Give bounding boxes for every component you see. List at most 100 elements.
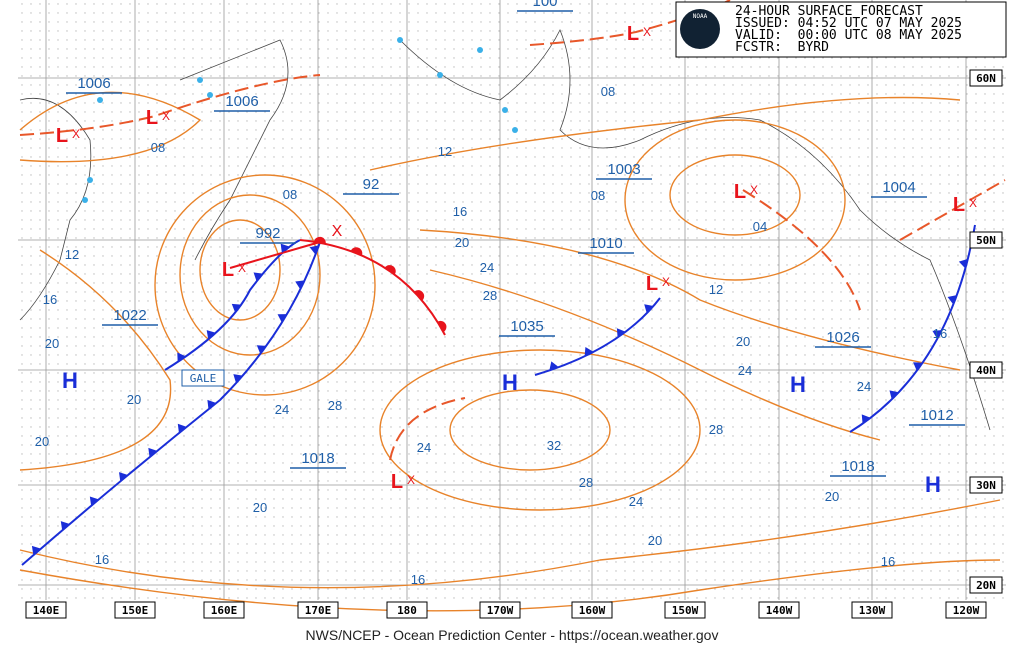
low-center: L xyxy=(734,181,746,203)
cold-front-triangle xyxy=(233,374,243,384)
axis-label-box xyxy=(479,601,521,619)
warm-front-semicircle xyxy=(350,247,363,256)
low-cross: X xyxy=(407,473,415,487)
isobar-label: 20 xyxy=(45,336,59,351)
isobar-label: 08 xyxy=(283,187,297,202)
pressure-label: 1022 xyxy=(113,307,146,324)
pressure-label: 1018 xyxy=(301,450,334,467)
low-center: L xyxy=(391,471,403,493)
isobar-label: 12 xyxy=(709,282,723,297)
fronts xyxy=(19,0,1006,566)
longitude-label: 150E xyxy=(122,604,149,617)
cold-front-triangle xyxy=(309,245,319,255)
high-center: H xyxy=(502,370,518,395)
longitude-label: 140W xyxy=(766,604,793,617)
isobar-label: 24 xyxy=(629,494,643,509)
cold-front-triangle xyxy=(947,295,957,305)
pressure-label: 1010 xyxy=(589,235,622,252)
axis-label-box xyxy=(25,601,67,619)
isobar-label: 20 xyxy=(648,533,662,548)
isobar-label: 20 xyxy=(736,334,750,349)
isobar-label: 16 xyxy=(43,292,57,307)
low-cross: X xyxy=(72,127,80,141)
longitude-label: 150W xyxy=(672,604,699,617)
grid xyxy=(18,0,1006,600)
header-line: VALID: 00:00 UTC 08 MAY 2025 xyxy=(735,28,962,43)
cold-front-triangle xyxy=(148,447,158,458)
cold-front-triangle xyxy=(277,314,287,323)
cold-front-triangle xyxy=(549,361,559,371)
low-center: L xyxy=(146,107,158,129)
header-box: NOAA 24-HOUR SURFACE FORECAST ISSUED: 04… xyxy=(675,1,1007,58)
longitude-label: 120W xyxy=(953,604,980,617)
low-cross: X xyxy=(238,261,246,275)
isobar-label: 24 xyxy=(480,260,494,275)
isobar-label: 08 xyxy=(151,140,165,155)
high-center: H xyxy=(790,372,806,397)
isobar-label: 28 xyxy=(579,475,593,490)
cold-front-triangle xyxy=(295,280,305,290)
axis-label-box xyxy=(969,361,1003,379)
isobar-label: 20 xyxy=(253,500,267,515)
ice-edge xyxy=(82,37,518,203)
longitude-label: 170W xyxy=(487,604,514,617)
latitude-label: 40N xyxy=(976,364,996,377)
isobar-label: 24 xyxy=(738,363,752,378)
pressure-label: 1006 xyxy=(77,75,110,92)
isobar-label: 28 xyxy=(328,398,342,413)
axis-label-box xyxy=(386,601,428,619)
pressure-label: 92 xyxy=(363,176,380,193)
low-center: L xyxy=(646,273,658,295)
longitude-label: 130W xyxy=(859,604,886,617)
axis-label-box xyxy=(203,601,245,619)
cold-front-triangle xyxy=(644,304,654,314)
cold-front-triangle xyxy=(932,330,942,339)
cold-front-triangle xyxy=(207,399,217,410)
latitude-label: 60N xyxy=(976,72,996,85)
isobars xyxy=(19,91,1001,612)
pressure-label: 1035 xyxy=(510,318,543,335)
isobar-label: 04 xyxy=(753,219,767,234)
warm-front-semicircle xyxy=(437,320,447,333)
low-center: L xyxy=(953,194,965,216)
cold-front-triangle xyxy=(616,328,626,338)
latitude-label: 30N xyxy=(976,479,996,492)
cold-front-triangle xyxy=(889,390,899,400)
cold-front-triangle xyxy=(31,545,41,556)
axis-label-box xyxy=(851,601,893,619)
pressure-label: 1026 xyxy=(826,329,859,346)
cold-front-triangle xyxy=(60,521,70,531)
axis-label-box xyxy=(969,231,1003,249)
longitude-label: 180 xyxy=(397,604,417,617)
cold-front-triangle xyxy=(231,303,242,313)
longitude-label: 170E xyxy=(305,604,332,617)
front-symbols xyxy=(31,236,968,556)
axis-label-box xyxy=(664,601,706,619)
isobar-label: 24 xyxy=(857,379,871,394)
axis-label-box xyxy=(969,476,1003,494)
cold-front-triangle xyxy=(177,352,186,362)
gale-box xyxy=(181,369,225,387)
cross-marker: X xyxy=(332,223,343,240)
axis-label-box xyxy=(114,601,156,619)
isobar-label: 16 xyxy=(881,554,895,569)
cold-front-triangle xyxy=(861,414,871,424)
high-center: H xyxy=(62,368,78,393)
isobar-label: 08 xyxy=(591,188,605,203)
pressure-label: 1012 xyxy=(920,407,953,424)
low-center: L xyxy=(56,125,68,147)
axis-label-box xyxy=(297,601,339,619)
isobar-label: 16 xyxy=(95,552,109,567)
noaa-logo xyxy=(680,9,720,49)
low-cross: X xyxy=(662,275,670,289)
pressure-label: 992 xyxy=(255,225,280,242)
isobar-label: 12 xyxy=(65,247,79,262)
low-cross: X xyxy=(162,109,170,123)
cold-front-triangle xyxy=(584,347,594,357)
low-center: L xyxy=(627,23,639,45)
longitude-label: 160E xyxy=(211,604,238,617)
isobar-label: 20 xyxy=(35,434,49,449)
cold-front-triangle xyxy=(280,243,290,254)
isobar-label: 16 xyxy=(411,572,425,587)
header-line: ISSUED: 04:52 UTC 07 MAY 2025 xyxy=(735,16,962,31)
